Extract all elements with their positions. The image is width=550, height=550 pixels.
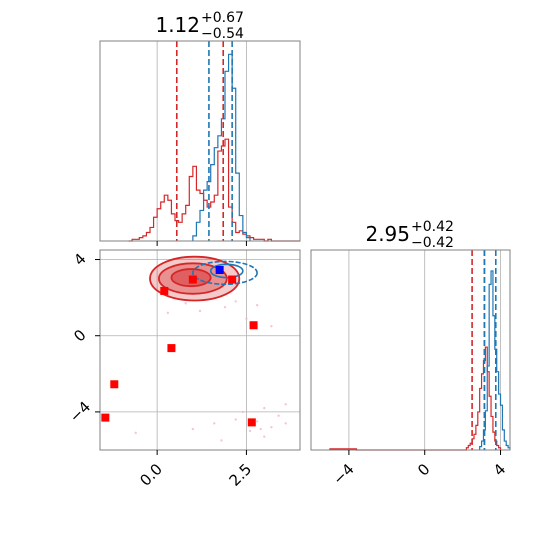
marginal-y-histograms (329, 270, 511, 451)
joint-faint-sample-point (198, 309, 202, 313)
joint-red-square-marker (228, 275, 237, 284)
marginal-y-title-sub: −0.42 (411, 235, 454, 251)
marginal-y-ticks: −4 0 4 (329, 450, 509, 488)
panel-joint: 0.0 2.5 −4 0 4 (66, 249, 301, 490)
joint-y-tick-label: 4 (70, 250, 89, 269)
joint-faint-sample-point (263, 406, 266, 410)
marginal-x-quantiles (175, 41, 233, 241)
joint-red-square-marker (247, 418, 256, 427)
joint-red-square-marker (110, 380, 119, 389)
joint-faint-sample-point (184, 302, 187, 305)
joint-faint-sample-point (234, 300, 237, 303)
joint-faint-sample-point (270, 425, 273, 429)
marginal-y-tick-label: 0 (414, 460, 433, 479)
joint-grid (100, 250, 300, 450)
joint-faint-sample-point (255, 304, 259, 307)
joint-faint-sample-point (166, 311, 170, 315)
joint-faint-sample-point (245, 317, 248, 320)
joint-faint-sample-point (263, 435, 266, 438)
joint-faint-sample-point (284, 422, 287, 425)
marginal-x-title-sub: −0.54 (201, 26, 244, 42)
marginal-y-grid (348, 250, 501, 450)
joint-x-tick-label: 2.5 (226, 460, 256, 490)
marginal-x-ticks (156, 241, 247, 246)
joint-markers (101, 266, 258, 427)
joint-faint-sample-point (191, 427, 195, 431)
marginal-y-frame (310, 249, 511, 451)
marginal-x-red-histogram (128, 138, 300, 242)
marginal-y-tick-label: −4 (329, 460, 357, 488)
marginal-y-title-sup: +0.42 (411, 219, 454, 235)
joint-faint-points (134, 300, 287, 442)
joint-x-ticks: 0.0 2.5 (136, 450, 255, 490)
joint-red-square-marker (101, 413, 110, 422)
marginal-y-red-histogram (329, 346, 502, 451)
joint-frame (99, 249, 301, 451)
joint-y-tick-label: 0 (70, 326, 89, 345)
joint-faint-sample-point (277, 414, 280, 417)
marginal-x-title-value: 1.12 (155, 13, 200, 37)
joint-faint-sample-point (259, 427, 262, 431)
panel-marginal-y: −4 0 4 2.95 +0.42 −0.42 (310, 219, 511, 488)
marginal-x-title-sup: +0.67 (201, 10, 244, 26)
marginal-y-quantiles (471, 250, 497, 450)
joint-red-square-marker (167, 344, 176, 353)
joint-y-tick-label: −4 (66, 398, 94, 426)
joint-faint-sample-point (234, 418, 237, 421)
joint-faint-sample-point (255, 420, 259, 423)
joint-faint-sample-point (223, 305, 227, 309)
joint-faint-sample-point (284, 403, 287, 406)
marginal-x-frame (99, 40, 301, 242)
joint-blue-contour-outer (192, 260, 258, 286)
joint-red-square-marker (249, 321, 258, 330)
joint-faint-sample-point (241, 410, 245, 414)
marginal-y-blue-histogram (479, 270, 511, 450)
joint-y-ticks: −4 0 4 (66, 250, 100, 426)
panel-marginal-x: 1.12 +0.67 −0.54 (99, 10, 301, 246)
marginal-x-histograms (128, 53, 300, 242)
joint-x-tick-label: 0.0 (136, 460, 166, 490)
joint-red-square-marker (188, 275, 197, 284)
joint-blue-square-marker (215, 266, 224, 274)
joint-blue-contour-inner (209, 263, 244, 279)
joint-faint-sample-point (220, 439, 223, 442)
joint-faint-sample-point (270, 324, 273, 328)
marginal-y-tick-label: 4 (490, 460, 509, 479)
joint-faint-sample-point (213, 422, 216, 425)
joint-red-square-marker (160, 286, 169, 295)
marginal-x-blue-histogram (192, 53, 251, 241)
joint-faint-sample-point (248, 429, 252, 433)
marginal-y-title-value: 2.95 (365, 222, 410, 246)
marginal-x-grid (156, 41, 247, 241)
joint-faint-sample-point (134, 431, 137, 435)
